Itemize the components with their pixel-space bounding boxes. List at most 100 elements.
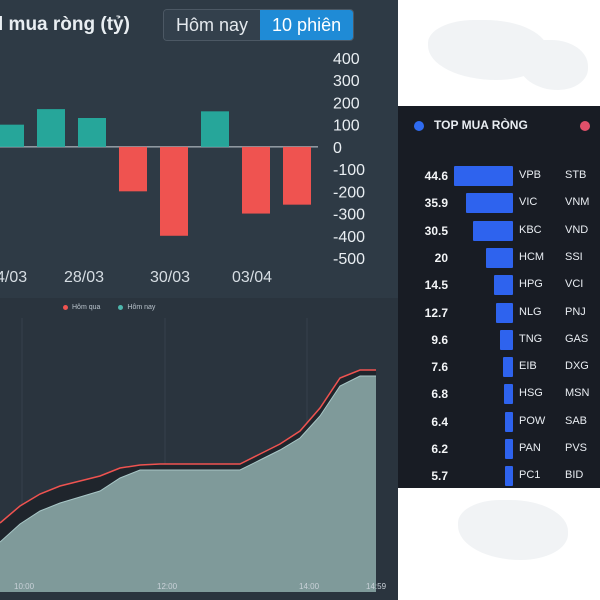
net-buy-bar bbox=[505, 439, 513, 459]
ticker-code-sell[interactable]: PVS bbox=[565, 442, 588, 454]
ticker-code[interactable]: HPG bbox=[519, 278, 543, 291]
net-buy-panel: l mua ròng (tỷ) Hôm nay 10 phiên 400 300 2… bbox=[0, 0, 398, 600]
period-toggle: Hôm nay 10 phiên bbox=[163, 9, 355, 41]
ticker-code[interactable]: EIB bbox=[519, 360, 537, 373]
tab-10-sessions[interactable]: 10 phiên bbox=[260, 10, 354, 40]
net-buy-value: 5.7 bbox=[431, 469, 448, 484]
ticker-code[interactable]: KBC bbox=[519, 223, 542, 236]
ticker-code[interactable]: TNG bbox=[519, 332, 543, 345]
sell-indicator-dot[interactable] bbox=[580, 121, 590, 131]
list-item[interactable]: 6.2 PAN PVS bbox=[398, 439, 600, 459]
ticker-code[interactable]: PAN bbox=[519, 442, 541, 454]
net-buy-bar bbox=[494, 275, 513, 296]
net-buy-bar bbox=[503, 357, 513, 378]
y-tick-label: -400 bbox=[333, 229, 365, 246]
x-tick-label: 28/03 bbox=[64, 269, 104, 286]
list-item[interactable]: 30.5 KBC VND bbox=[398, 220, 600, 241]
bar-29-03[interactable] bbox=[119, 146, 147, 192]
net-buy-value: 6.4 bbox=[431, 414, 448, 429]
ticker-code-sell[interactable]: DXG bbox=[565, 360, 589, 373]
x-tick-label: 4/03 bbox=[0, 269, 27, 286]
net-buy-value: 6.2 bbox=[431, 442, 448, 456]
line-yesterday bbox=[0, 369, 376, 524]
ticker-code-sell[interactable]: SSI bbox=[565, 250, 583, 263]
net-buy-value: 35.9 bbox=[424, 196, 448, 211]
y-tick-label: -100 bbox=[333, 162, 365, 179]
ticker-code-sell[interactable]: SAB bbox=[565, 414, 588, 427]
top-list-title: TOP MUA RÒNG bbox=[434, 118, 528, 132]
net-buy-bar bbox=[486, 247, 513, 268]
bar-04-04[interactable] bbox=[283, 146, 311, 205]
bar-31-03[interactable] bbox=[201, 111, 229, 147]
legend-label-today: Hôm nay bbox=[127, 304, 156, 311]
net-buy-value: 44.6 bbox=[424, 169, 448, 183]
ticker-code[interactable]: HSG bbox=[519, 387, 543, 400]
ticker-code[interactable]: POW bbox=[519, 414, 546, 427]
net-buy-bar bbox=[473, 220, 513, 241]
ticker-code-sell[interactable]: VNM bbox=[565, 196, 590, 209]
ticker-code-sell[interactable]: GAS bbox=[565, 332, 589, 345]
ticker-code-sell[interactable]: VND bbox=[565, 223, 589, 236]
y-tick-label: 300 bbox=[333, 73, 360, 90]
x-tick-label: 14:00 bbox=[299, 582, 320, 591]
list-item[interactable]: 7.6 EIB DXG bbox=[398, 357, 600, 378]
bar-03-04[interactable] bbox=[242, 146, 270, 214]
area-chart-legend: Hôm qua Hôm nay bbox=[63, 304, 155, 311]
bar-24-03[interactable] bbox=[0, 124, 24, 147]
net-buy-bar bbox=[496, 302, 513, 323]
list-item[interactable]: 9.6 TNG GAS bbox=[398, 329, 600, 350]
net-buy-bar-chart: 400 300 200 100 0 -100 -200 -300 -400 -500 4/03 28/… bbox=[0, 51, 365, 286]
y-tick-label: -300 bbox=[333, 207, 365, 224]
net-buy-bar bbox=[505, 411, 513, 432]
list-item[interactable]: 35.9 VIC VNM bbox=[398, 193, 600, 214]
ticker-code-sell[interactable]: VCI bbox=[565, 278, 584, 291]
panel-title: l mua ròng (tỷ) bbox=[0, 14, 130, 35]
net-buy-bar bbox=[504, 384, 513, 405]
line-today bbox=[0, 375, 376, 543]
legend-dot-today bbox=[118, 305, 124, 310]
ticker-code[interactable]: VIC bbox=[519, 196, 538, 209]
y-tick-label: -500 bbox=[333, 251, 365, 268]
tab-today[interactable]: Hôm nay bbox=[164, 10, 261, 40]
ticker-code-sell[interactable]: MSN bbox=[565, 387, 590, 400]
y-tick-label: 0 bbox=[333, 140, 342, 157]
list-item[interactable]: 14.5 HPG VCI bbox=[398, 275, 600, 296]
y-tick-label: 100 bbox=[333, 118, 360, 135]
bar-28-03[interactable] bbox=[78, 118, 106, 147]
legend-item-today[interactable]: Hôm nay bbox=[118, 304, 155, 311]
list-item[interactable]: 44.6 VPB STB bbox=[398, 166, 600, 186]
net-buy-value: 30.5 bbox=[424, 223, 448, 238]
x-tick-label: 10:00 bbox=[14, 582, 35, 591]
net-buy-bar bbox=[466, 193, 513, 214]
ticker-code-sell[interactable]: STB bbox=[565, 169, 587, 181]
ticker-code-sell[interactable]: BID bbox=[565, 469, 584, 482]
list-item[interactable]: 6.8 HSG MSN bbox=[398, 384, 600, 405]
legend-item-yesterday[interactable]: Hôm qua bbox=[63, 304, 100, 311]
ticker-code[interactable]: HCM bbox=[519, 250, 545, 263]
list-item[interactable]: 5.7 PC1 BID bbox=[398, 466, 600, 487]
list-item[interactable]: 20 HCM SSI bbox=[398, 247, 600, 268]
ticker-code[interactable]: NLG bbox=[519, 305, 542, 318]
x-tick-label: 03/04 bbox=[232, 269, 272, 286]
legend-label-yesterday: Hôm qua bbox=[72, 304, 101, 311]
top-list-header: TOP MUA RÒNG bbox=[398, 116, 600, 136]
bar-chart-panel bbox=[0, 0, 398, 298]
ticker-code[interactable]: PC1 bbox=[519, 469, 541, 482]
bar-30-03[interactable] bbox=[160, 146, 188, 236]
net-buy-bar bbox=[505, 466, 513, 487]
net-buy-value: 12.7 bbox=[424, 305, 448, 320]
net-buy-bar bbox=[500, 329, 513, 350]
net-buy-value: 14.5 bbox=[424, 278, 448, 293]
list-item[interactable]: 6.4 POW SAB bbox=[398, 411, 600, 432]
list-item[interactable]: 12.7 NLG PNJ bbox=[398, 302, 600, 323]
area-today bbox=[0, 376, 376, 592]
ticker-code-sell[interactable]: PNJ bbox=[565, 305, 586, 318]
intraday-area-chart: 10:00 12:00 14:00 14:59 bbox=[0, 318, 387, 592]
net-buy-bar bbox=[454, 166, 513, 186]
ticker-code[interactable]: VPB bbox=[519, 169, 542, 181]
x-tick-label: 30/03 bbox=[150, 269, 190, 286]
bar-27-03[interactable] bbox=[37, 109, 65, 147]
net-buy-value: 20 bbox=[434, 250, 448, 265]
buy-indicator-dot[interactable] bbox=[414, 121, 424, 131]
